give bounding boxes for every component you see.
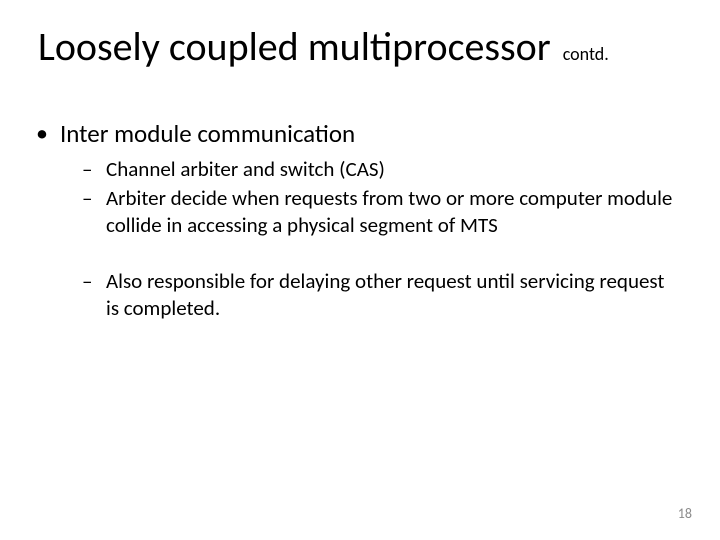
slide-body: • Inter module communication – Channel a… (30, 118, 690, 324)
spacer (30, 241, 690, 268)
bullet-level2-text: Arbiter decide when requests from two or… (106, 185, 680, 239)
slide-title: Loosely coupled multiprocessor (38, 22, 551, 71)
slide-title-row: Loosely coupled multiprocessor contd. (38, 22, 700, 71)
bullet-dot-icon: • (36, 118, 48, 150)
bullet-dash-icon: – (82, 156, 96, 183)
bullet-level2-text: Also responsible for delaying other requ… (106, 268, 680, 322)
page-number: 18 (678, 505, 692, 522)
slide-title-continued: contd. (563, 43, 609, 65)
bullet-level1: • Inter module communication (30, 118, 690, 150)
bullet-level2: – Also responsible for delaying other re… (82, 268, 680, 322)
bullet-level2: – Arbiter decide when requests from two … (82, 185, 680, 239)
bullet-level1-text: Inter module communication (60, 118, 355, 150)
bullet-level2-text: Channel arbiter and switch (CAS) (106, 156, 385, 183)
bullet-dash-icon: – (82, 185, 96, 212)
bullet-level2: – Channel arbiter and switch (CAS) (82, 156, 680, 183)
slide: Loosely coupled multiprocessor contd. • … (0, 0, 720, 540)
bullet-dash-icon: – (82, 268, 96, 295)
